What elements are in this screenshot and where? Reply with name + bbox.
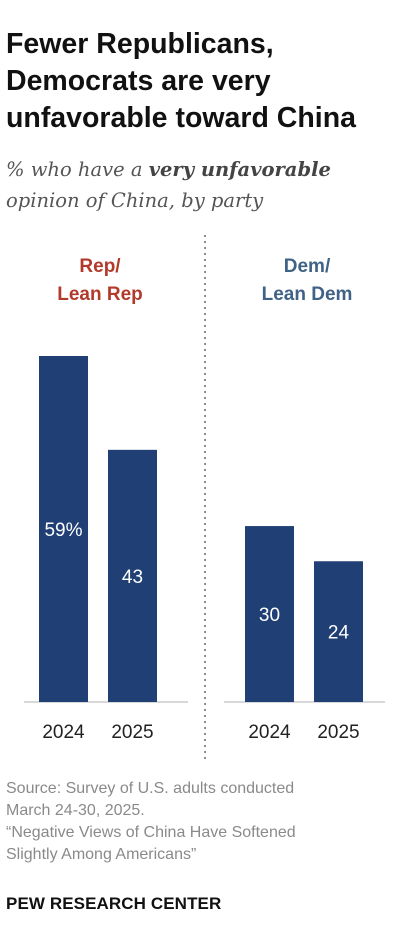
- value-label-0-1: 43: [122, 567, 143, 588]
- value-label-1-1: 24: [328, 623, 350, 644]
- bar-1-1: [314, 561, 363, 702]
- title-line-2: Democrats are very: [6, 65, 271, 97]
- chart-subtitle: % who have a very unfavorable opinion of…: [6, 154, 396, 216]
- chart-title: Fewer Republicans, Democrats are very un…: [6, 26, 396, 137]
- bar-1-0: [245, 526, 294, 702]
- source-line-4: Slightly Among Americans”: [6, 846, 197, 863]
- source-note: Source: Survey of U.S. adults conducted …: [6, 778, 396, 866]
- title-line-3: unfavorable toward China: [6, 102, 356, 134]
- subtitle-emphasis: very unfavorable: [148, 158, 331, 181]
- title-line-1: Fewer Republicans,: [6, 28, 274, 60]
- category-label-0-1: 2025: [111, 722, 153, 743]
- value-label-0-0: 59%: [44, 520, 82, 541]
- group-label-1-line-0: Dem/: [284, 256, 331, 277]
- category-label-1-1: 2025: [317, 722, 359, 743]
- bar-0-1: [108, 449, 157, 702]
- source-line-3: “Negative Views of China Have Softened: [6, 824, 296, 841]
- category-label-0-0: 2024: [42, 722, 85, 743]
- subtitle-pre: % who have a: [6, 158, 149, 181]
- group-label-0-line-1: Lean Rep: [57, 284, 143, 305]
- subtitle-line-2: opinion of China, by party: [6, 189, 264, 212]
- bar-0-0: [39, 356, 88, 702]
- source-line-1: Source: Survey of U.S. adults conducted: [6, 780, 295, 797]
- brand-label: PEW RESEARCH CENTER: [6, 894, 222, 913]
- source-line-2: March 24-30, 2025.: [6, 802, 145, 819]
- value-label-1-0: 30: [259, 605, 280, 626]
- subtitle-line-1: % who have a very unfavorable: [6, 154, 396, 185]
- category-label-1-0: 2024: [248, 722, 291, 743]
- bar-chart: Rep/Lean Rep 59% 2024 43 2025 Dem/Lean Dem 30 2…: [24, 235, 385, 760]
- group-label-0-line-0: Rep/: [79, 256, 121, 277]
- group-label-1-line-1: Lean Dem: [262, 284, 353, 305]
